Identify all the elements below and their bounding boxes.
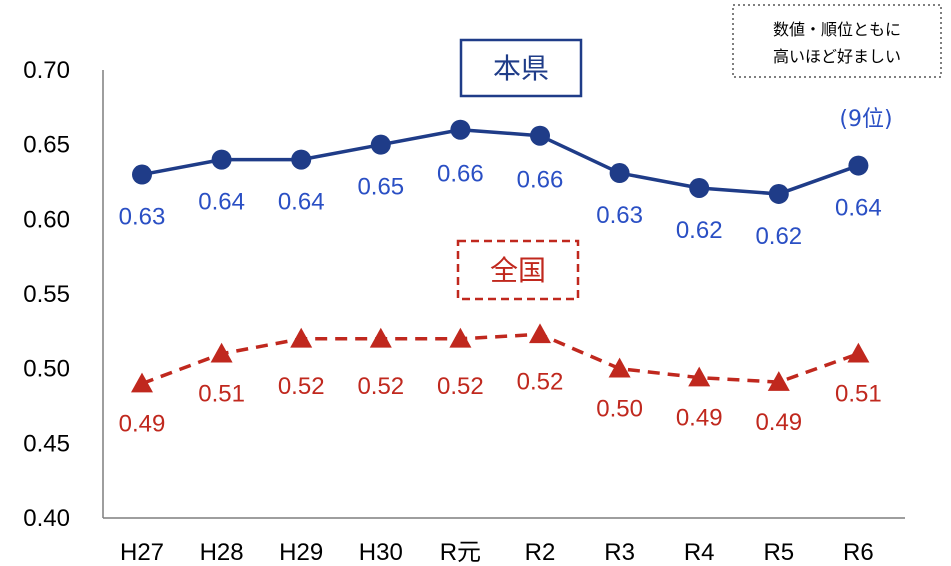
series-layer: 0.63 0.64 0.64 0.65 0.66 0.66 0.63 0.62 0.62 0.64…: [119, 119, 882, 438]
data-label: 0.64: [278, 189, 325, 216]
data-label: 0.50: [596, 396, 643, 423]
data-label: 0.52: [517, 368, 564, 395]
data-point: [290, 327, 313, 348]
data-point: [767, 371, 790, 391]
series-line: [141, 127, 859, 196]
data-point: [608, 357, 631, 378]
data-label: 0.63: [596, 202, 643, 229]
data-point: [131, 372, 153, 393]
data-label: 0.49: [119, 411, 166, 438]
data-label: 0.63: [119, 204, 166, 231]
data-point: [768, 183, 789, 204]
y-tick-label: 0.50: [23, 356, 70, 383]
data-point: [291, 149, 312, 170]
data-point: [210, 342, 233, 363]
rank-note: (9位): [839, 107, 892, 132]
data-point: [609, 163, 630, 184]
series-label-national: 全国: [456, 239, 580, 301]
x-axis: H27 H28 H29 H30 R元 R2 R3 R4 R5 R6: [103, 517, 905, 566]
data-label: 0.65: [357, 174, 404, 201]
data-label: 0.49: [755, 409, 802, 436]
x-tick-label: R4: [684, 539, 715, 566]
data-point: [688, 366, 711, 387]
note-line-1: 数値・順位ともに: [773, 20, 901, 39]
data-label: 0.49: [676, 405, 723, 432]
data-point: [848, 155, 869, 176]
y-tick-label: 0.40: [23, 505, 70, 532]
series-line: [141, 332, 859, 386]
data-point: [449, 327, 472, 348]
x-tick-label: R6: [843, 539, 874, 566]
data-label: 0.51: [198, 381, 245, 408]
x-tick-label: R5: [763, 539, 794, 566]
x-tick-label: R3: [604, 539, 635, 566]
x-tick-label: H30: [359, 539, 403, 566]
y-tick-label: 0.45: [23, 430, 70, 457]
series-name-national: 全国: [490, 254, 546, 287]
data-label: 0.62: [755, 223, 802, 250]
series-label-prefecture: 本県: [459, 38, 583, 98]
data-point: [530, 125, 550, 146]
data-point: [450, 119, 471, 140]
data-point: [369, 327, 392, 348]
y-axis: 0.40 0.45 0.50 0.55 0.60 0.65 0.70: [23, 57, 104, 532]
data-label: 0.52: [437, 373, 484, 400]
data-point: [529, 323, 551, 344]
note-line-2: 高いほど好ましい: [773, 47, 901, 66]
data-label: 0.66: [437, 161, 484, 188]
data-label: 0.66: [517, 167, 564, 194]
data-label: 0.64: [835, 195, 882, 222]
series-national: 0.49 0.51 0.52 0.52 0.52 0.52 0.50 0.49 0.49 0.51: [119, 323, 882, 438]
y-tick-label: 0.60: [23, 206, 70, 233]
data-label: 0.62: [676, 217, 723, 244]
series-name-prefecture: 本県: [493, 52, 549, 85]
y-tick-label: 0.70: [23, 57, 70, 84]
data-label: 0.52: [278, 373, 325, 400]
series-prefecture: 0.63 0.64 0.64 0.65 0.66 0.66 0.63 0.62 0.62 0.64: [119, 119, 882, 250]
note-box: 数値・順位ともに 高いほど好ましい: [732, 4, 942, 78]
data-point: [132, 164, 152, 185]
x-tick-label: H29: [279, 539, 323, 566]
data-label: 0.51: [835, 381, 882, 408]
data-point: [689, 177, 710, 198]
x-tick-label: R2: [525, 539, 556, 566]
data-point: [370, 134, 391, 155]
data-label: 0.52: [357, 373, 404, 400]
y-tick-label: 0.65: [23, 132, 70, 159]
y-tick-label: 0.55: [23, 281, 70, 308]
data-point: [847, 342, 870, 363]
x-tick-label: H28: [200, 539, 244, 566]
data-point: [211, 149, 232, 170]
data-label: 0.64: [198, 189, 245, 216]
x-tick-label: H27: [120, 539, 164, 566]
x-tick-label: R元: [440, 539, 481, 566]
